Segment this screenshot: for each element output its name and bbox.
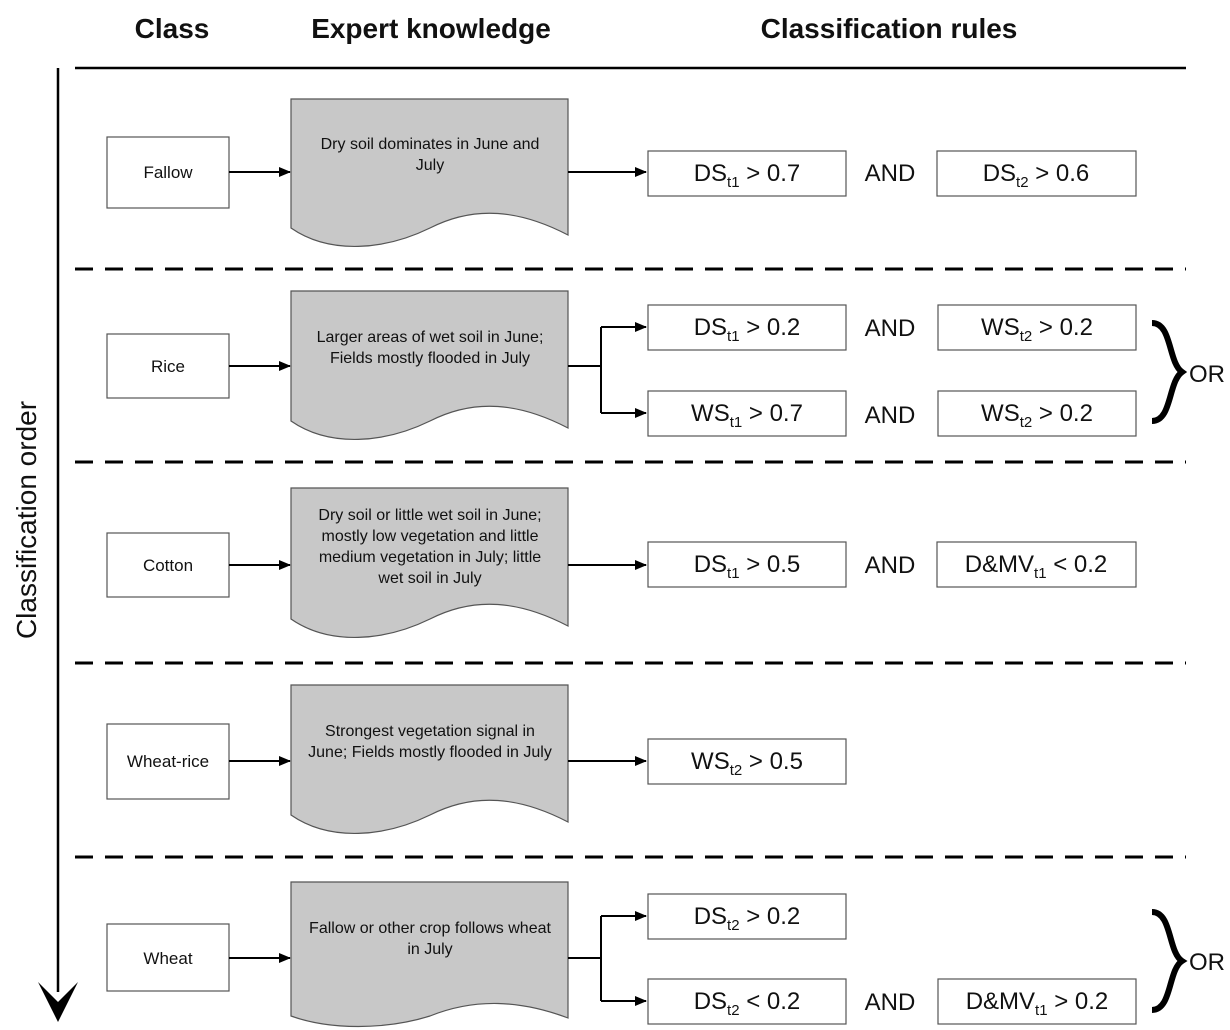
rule-text: WSt2 > 0.2 bbox=[981, 314, 1093, 345]
or-brace bbox=[1151, 320, 1188, 424]
rule-box bbox=[937, 390, 1137, 437]
and-operator: AND bbox=[865, 989, 916, 1016]
row-wheat-rice: Wheat-rice Strongest vegetation signal i… bbox=[106, 684, 847, 835]
rule-text: DSt1 > 0.2 bbox=[694, 314, 801, 345]
rule-box bbox=[936, 150, 1137, 197]
row-rice: Rice Larger areas of wet soil in June; F… bbox=[106, 290, 1225, 441]
expert-text-line: Dry soil or little wet soil in June; bbox=[318, 507, 541, 524]
class-label: Wheat bbox=[143, 949, 192, 968]
expert-knowledge-box bbox=[290, 881, 569, 1028]
rule-text: DSt2 > 0.2 bbox=[694, 903, 801, 934]
expert-text-line: July bbox=[416, 157, 444, 174]
rule-text: WSt1 > 0.7 bbox=[691, 400, 803, 431]
rule-box bbox=[647, 978, 847, 1025]
expert-text-line: medium vegetation in July; little bbox=[319, 549, 541, 566]
rule-box bbox=[647, 304, 847, 351]
rule-box bbox=[647, 150, 847, 197]
class-box-rice bbox=[106, 333, 230, 399]
expert-text-line: Larger areas of wet soil in June; bbox=[317, 329, 544, 346]
expert-knowledge-box bbox=[290, 98, 569, 248]
rule-box bbox=[937, 304, 1137, 351]
expert-text-line: mostly low vegetation and little bbox=[322, 528, 539, 545]
expert-text-line: Fields mostly flooded in July bbox=[330, 350, 530, 367]
rule-text: WSt2 > 0.5 bbox=[691, 748, 803, 779]
rule-box bbox=[647, 390, 847, 437]
rule-box bbox=[936, 541, 1137, 588]
class-box-wheat-rice bbox=[106, 723, 230, 800]
axis-label: Classification order bbox=[11, 401, 42, 639]
or-brace bbox=[1151, 909, 1188, 1013]
rule-text: DSt2 < 0.2 bbox=[694, 988, 801, 1019]
and-operator: AND bbox=[865, 160, 916, 187]
and-operator: AND bbox=[865, 552, 916, 579]
rule-text: DSt2 > 0.6 bbox=[983, 160, 1090, 191]
class-label: Cotton bbox=[143, 556, 193, 575]
class-box-fallow bbox=[106, 136, 230, 209]
header-expert-knowledge: Expert knowledge bbox=[311, 13, 551, 44]
class-label: Rice bbox=[151, 357, 185, 376]
header-classification-rules: Classification rules bbox=[761, 13, 1018, 44]
class-label: Wheat-rice bbox=[127, 752, 209, 771]
class-label: Fallow bbox=[143, 163, 193, 182]
expert-text-line: Strongest vegetation signal in bbox=[325, 723, 535, 740]
expert-text-line: Dry soil dominates in June and bbox=[321, 136, 540, 153]
expert-text-line: wet soil in July bbox=[377, 570, 481, 587]
axis-arrowhead bbox=[38, 982, 78, 1022]
expert-text-line: Fallow or other crop follows wheat bbox=[309, 920, 551, 937]
rule-text: WSt2 > 0.2 bbox=[981, 400, 1093, 431]
rule-box bbox=[647, 738, 847, 785]
rule-text: DSt1 > 0.7 bbox=[694, 160, 801, 191]
rule-box bbox=[647, 893, 847, 940]
row-cotton: Cotton Dry soil or little wet soil in Ju… bbox=[106, 487, 1137, 639]
or-operator: OR bbox=[1189, 361, 1225, 388]
and-operator: AND bbox=[865, 402, 916, 429]
and-operator: AND bbox=[865, 315, 916, 342]
row-wheat: Wheat Fallow or other crop follows wheat… bbox=[106, 881, 1225, 1028]
rule-box bbox=[647, 541, 847, 588]
expert-text-line: June; Fields mostly flooded in July bbox=[308, 744, 552, 761]
expert-knowledge-box bbox=[290, 487, 569, 639]
or-operator: OR bbox=[1189, 949, 1225, 976]
expert-knowledge-box bbox=[290, 290, 569, 441]
expert-text-line: in July bbox=[407, 941, 452, 958]
rule-text: D&MVt1 > 0.2 bbox=[966, 988, 1109, 1019]
row-fallow: Fallow Dry soil dominates in June and Ju… bbox=[106, 98, 1137, 248]
rule-text: DSt1 > 0.5 bbox=[694, 551, 801, 582]
expert-knowledge-box bbox=[290, 684, 569, 835]
rule-text: D&MVt1 < 0.2 bbox=[965, 551, 1108, 582]
rule-box bbox=[937, 978, 1137, 1025]
header-class: Class bbox=[135, 13, 210, 44]
